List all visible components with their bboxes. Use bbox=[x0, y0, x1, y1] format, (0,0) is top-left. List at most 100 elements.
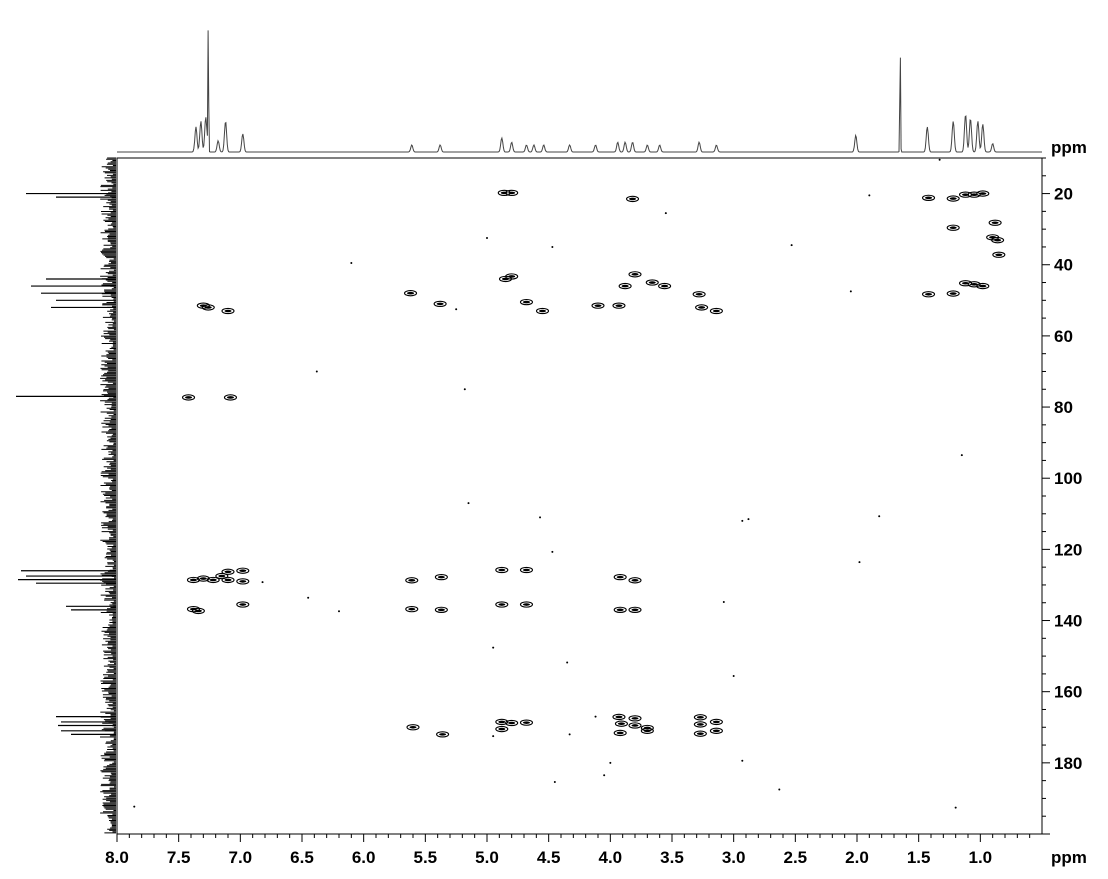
cross-peak bbox=[434, 573, 448, 581]
noise-dot bbox=[790, 244, 793, 247]
cross-peak bbox=[625, 195, 640, 203]
noise-dot bbox=[261, 581, 264, 584]
cross-peak bbox=[591, 302, 605, 309]
cross-peak bbox=[519, 566, 534, 574]
cross-peak bbox=[612, 302, 626, 309]
cross-peak bbox=[196, 575, 210, 582]
x-tick-label: 3.0 bbox=[722, 848, 746, 867]
noise-dot bbox=[938, 158, 941, 161]
cross-peak bbox=[709, 727, 723, 734]
cross-peak bbox=[505, 189, 519, 197]
cross-peak bbox=[186, 576, 201, 584]
noise-dot bbox=[747, 518, 750, 521]
cross-peak bbox=[519, 298, 534, 306]
y-tick-label: 100 bbox=[1054, 469, 1082, 488]
x-tick-label: 4.0 bbox=[599, 848, 623, 867]
cross-peak bbox=[613, 606, 627, 614]
cross-peak bbox=[221, 576, 235, 584]
x-tick-label: 7.0 bbox=[229, 848, 253, 867]
cross-peak bbox=[403, 290, 418, 297]
noise-dot bbox=[954, 806, 957, 809]
cross-peak bbox=[495, 725, 509, 733]
cross-peak bbox=[221, 568, 235, 575]
cross-peak bbox=[505, 719, 519, 727]
cross-peak bbox=[433, 300, 447, 308]
cross-peak bbox=[613, 573, 627, 581]
cross-peak bbox=[976, 190, 990, 197]
noise-dot bbox=[603, 774, 606, 777]
cross-peak bbox=[614, 720, 628, 727]
cross-peak bbox=[206, 576, 220, 584]
cross-peak bbox=[946, 195, 960, 202]
cross-peak bbox=[658, 282, 672, 290]
cross-peak bbox=[434, 606, 448, 614]
x-tick-label: 4.5 bbox=[537, 848, 561, 867]
noise-dot bbox=[741, 519, 744, 522]
side-projection-spectrum bbox=[16, 157, 116, 834]
noise-dot bbox=[960, 454, 963, 457]
cross-peak bbox=[236, 578, 250, 585]
noise-dot bbox=[338, 610, 340, 613]
x-tick-label: 5.5 bbox=[414, 848, 438, 867]
noise-dot bbox=[467, 502, 470, 505]
cross-peak bbox=[958, 280, 973, 287]
cross-peak bbox=[628, 271, 642, 278]
noise-dot bbox=[539, 516, 542, 519]
y-axis-label: ppm bbox=[1051, 138, 1087, 157]
noise-dot bbox=[868, 194, 871, 197]
noise-dot bbox=[741, 759, 744, 762]
noise-dot bbox=[849, 290, 852, 293]
x-tick-label: 1.0 bbox=[969, 848, 993, 867]
y-tick-label: 140 bbox=[1054, 612, 1082, 631]
y-tick-label: 120 bbox=[1054, 540, 1082, 559]
cross-peak bbox=[693, 714, 707, 721]
cross-peak bbox=[519, 601, 534, 608]
noise-dot bbox=[778, 788, 781, 791]
y-tick-label: 20 bbox=[1054, 185, 1073, 204]
top-projection-spectrum bbox=[117, 30, 1042, 153]
cross-peak bbox=[640, 727, 654, 734]
cross-peak bbox=[613, 729, 627, 737]
cross-peak bbox=[628, 577, 642, 584]
cross-peak bbox=[436, 731, 450, 738]
y-tick-label: 80 bbox=[1054, 398, 1073, 417]
noise-dot bbox=[463, 388, 466, 391]
x-axis: 8.0 7.5 7.0 6.5 6.0 5.5 5.0 4.5 4.0 3.5 3.0 2.5 2.0 1… bbox=[105, 834, 1031, 867]
x-tick-label: 3.5 bbox=[660, 848, 684, 867]
plot-frame bbox=[116, 157, 1043, 835]
cross-peak bbox=[618, 282, 632, 290]
cross-peak bbox=[693, 721, 707, 728]
noise-dot bbox=[350, 261, 353, 264]
cross-peak bbox=[946, 224, 960, 231]
noise-dot bbox=[455, 308, 458, 311]
noise-dot bbox=[307, 596, 310, 599]
x-axis-label: ppm bbox=[1051, 848, 1087, 867]
y-tick-label: 40 bbox=[1054, 256, 1073, 275]
noise-dot bbox=[492, 735, 495, 738]
cross-peak bbox=[988, 219, 1002, 226]
y-axis: 20 40 60 80 100 120 140 160 180 bbox=[1042, 157, 1082, 835]
x-tick-label: 2.5 bbox=[784, 848, 808, 867]
cross-peak bbox=[495, 718, 509, 726]
cross-peak bbox=[693, 730, 707, 737]
cross-peak bbox=[196, 302, 210, 309]
cross-peak bbox=[946, 290, 960, 297]
cross-peak bbox=[505, 273, 519, 280]
x-tick-label: 5.0 bbox=[475, 848, 499, 867]
cross-peak bbox=[495, 601, 509, 608]
cross-peak bbox=[406, 724, 420, 731]
noise-dot bbox=[553, 781, 556, 784]
cross-peak bbox=[612, 713, 626, 721]
top-projection-trace bbox=[117, 30, 1042, 153]
x-tick-label: 2.0 bbox=[845, 848, 869, 867]
cross-peak bbox=[991, 237, 1005, 244]
noise-dot bbox=[568, 733, 571, 736]
noise-dot bbox=[664, 212, 667, 215]
cross-peak bbox=[236, 567, 250, 574]
cross-peak bbox=[628, 715, 642, 722]
cross-peak bbox=[628, 722, 642, 729]
noise-dot-layer bbox=[133, 158, 963, 809]
y-tick-label: 160 bbox=[1054, 683, 1082, 702]
x-tick-label: 6.5 bbox=[290, 848, 314, 867]
noise-dot bbox=[486, 237, 488, 240]
